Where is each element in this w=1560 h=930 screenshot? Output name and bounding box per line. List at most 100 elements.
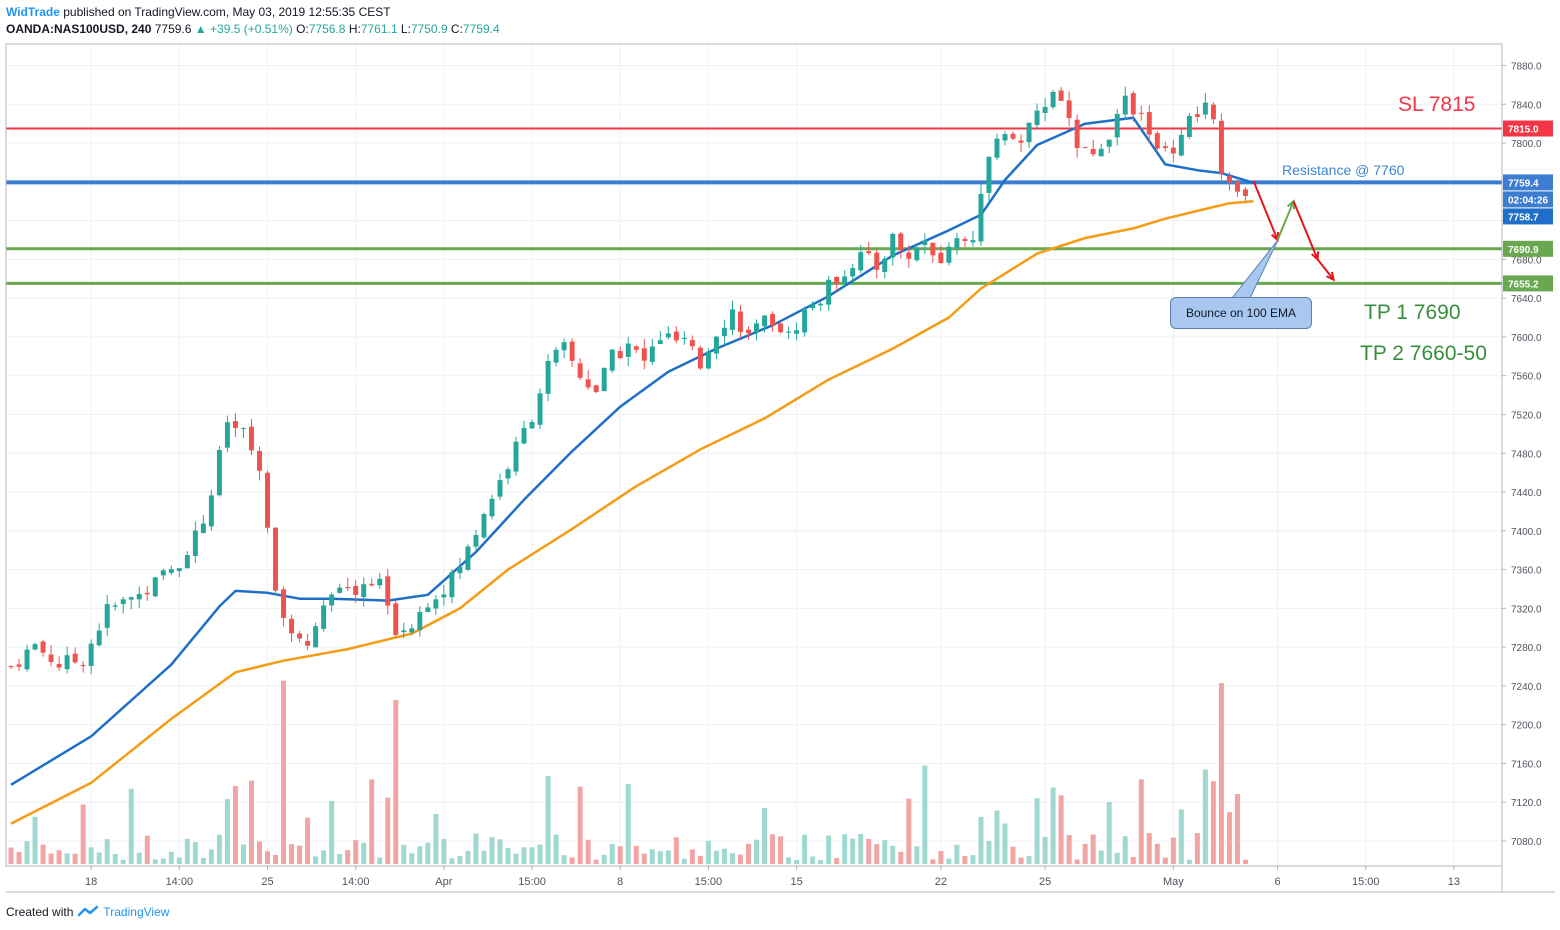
candle-body [681, 337, 687, 339]
candle-body [240, 428, 246, 430]
x-tick-label: 25 [1039, 876, 1051, 888]
candle-body [24, 649, 30, 670]
volume-bar [184, 838, 190, 864]
candle-body [313, 626, 319, 648]
candle-body [208, 495, 214, 527]
volume-bar [433, 813, 439, 864]
volume-bar [978, 816, 984, 864]
candle-body [705, 351, 711, 369]
price-label: 7759.4 [1508, 178, 1539, 189]
volume-bar [778, 836, 784, 864]
volume-bar [577, 786, 583, 864]
take-profit-2-label[interactable]: TP 2 7660-50 [1360, 342, 1487, 365]
publish-info: WidTrade published on TradingView.com, M… [6, 5, 391, 19]
candle-body [866, 251, 872, 254]
x-tick-label: 18 [85, 876, 97, 888]
projection-arrows[interactable] [1230, 180, 1336, 299]
take-profit-1-label[interactable]: TP 1 7690 [1364, 301, 1461, 324]
candle-body [826, 279, 832, 305]
volume-bar [649, 849, 655, 864]
y-tick-label: 7800.0 [1511, 139, 1542, 150]
candle-body [1026, 122, 1032, 143]
candle-body [593, 385, 599, 393]
candle-body [248, 426, 254, 451]
volume-bar [1154, 843, 1160, 864]
price-label: 7655.2 [1508, 279, 1539, 290]
projection-arrowhead [1286, 199, 1296, 210]
volume-bar [369, 779, 375, 864]
y-tick-label: 7400.0 [1511, 527, 1542, 538]
volume-bar [633, 845, 639, 864]
stop-loss-label[interactable]: SL 7815 [1398, 93, 1476, 116]
price-label: 7690.9 [1508, 245, 1539, 256]
volume-bar [497, 839, 503, 864]
candle-body [425, 607, 431, 613]
candle-body [938, 252, 944, 264]
candle-body [144, 592, 150, 595]
candle-body [858, 252, 864, 271]
candle-body [393, 603, 399, 635]
candle-body [1178, 134, 1184, 156]
volume-bar [1210, 781, 1216, 864]
resistance-label[interactable]: Resistance @ 7760 [1282, 162, 1405, 178]
volume-bar [297, 845, 303, 864]
candle-body [1074, 119, 1080, 149]
candle-body [962, 238, 968, 242]
volume-bar [136, 852, 142, 864]
tradingview-brand[interactable]: TradingView [103, 905, 170, 919]
candle-body [689, 340, 695, 347]
candle-body [40, 641, 46, 653]
candle-body [1018, 140, 1024, 143]
high-label: H: [348, 22, 361, 36]
x-tick-label: 15 [790, 876, 802, 888]
time-axis[interactable]: 18 14:00 25 14:00 Apr 15:00 8 15:00 15 22 25 May 6 15… [85, 866, 1460, 888]
volume-bar [257, 841, 262, 864]
y-tick-label: 7560.0 [1511, 372, 1542, 383]
projection-segment [1316, 258, 1335, 281]
candle-body [369, 583, 375, 586]
candle-body [136, 594, 142, 600]
volume-bar [721, 848, 727, 864]
volume-bar [705, 840, 711, 864]
author-name[interactable]: WidTrade [6, 5, 60, 19]
price-label-bg [1503, 275, 1553, 292]
candle-body [617, 350, 623, 359]
bounce-callout[interactable]: Bounce on 100 EMA [1170, 297, 1312, 329]
volume-bar [465, 850, 471, 864]
volume-bar [553, 834, 559, 864]
candle-body [345, 587, 351, 589]
volume-bar [1178, 809, 1184, 864]
volume-bar [441, 838, 447, 864]
candle-body [1034, 110, 1040, 125]
candle-body [1154, 133, 1160, 149]
x-tick-label: Apr [435, 876, 452, 888]
candle-body [737, 311, 743, 332]
candle-body [1186, 115, 1192, 137]
candle-body [160, 570, 166, 576]
volume-bar [1042, 836, 1048, 864]
volume-bar [882, 840, 888, 864]
candle-body [1042, 106, 1048, 113]
volume-bar [273, 854, 279, 864]
volume-bar [24, 841, 30, 864]
y-tick-label: 7120.0 [1511, 798, 1542, 809]
candle-body [834, 276, 840, 284]
candle-body [216, 450, 222, 496]
volume-bar [409, 853, 415, 864]
volume-bar [1170, 837, 1176, 864]
candle-body [601, 367, 607, 392]
volume-bar [1058, 795, 1064, 864]
candle-body [1218, 120, 1224, 174]
volume-bar [56, 850, 62, 864]
volume-bar [80, 804, 86, 864]
volume-bar [1194, 833, 1200, 864]
candle-body [361, 584, 367, 598]
volume-bar [1226, 812, 1232, 864]
candle-body [48, 654, 54, 662]
volume-bar [954, 844, 960, 864]
x-tick-label: 14:00 [166, 876, 194, 888]
y-tick-label: 7200.0 [1511, 721, 1542, 732]
volume-bar [946, 858, 952, 864]
candle-body [80, 665, 86, 667]
